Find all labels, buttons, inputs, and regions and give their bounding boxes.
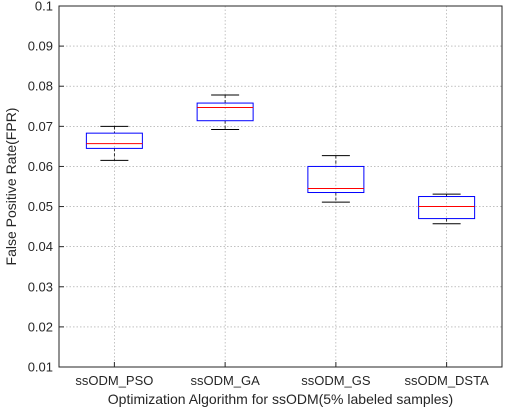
x-tick-label: ssODM_PSO xyxy=(75,373,153,388)
y-tick-label: 0.06 xyxy=(28,159,53,174)
x-tick-label: ssODM_GS xyxy=(301,373,371,388)
y-tick-label: 0.07 xyxy=(28,119,53,134)
y-tick-label: 0.1 xyxy=(35,0,53,14)
box-iqr xyxy=(307,165,365,194)
box-ssODM_GA xyxy=(196,94,254,131)
x-tick-label: ssODM_GA xyxy=(190,373,260,388)
x-axis-ticks: ssODM_PSO ssODM_GA ssODM_GS ssODM_DSTA xyxy=(75,362,489,388)
y-axis-title: False Positive Rate(FPR) xyxy=(3,108,19,266)
box-iqr xyxy=(85,132,143,149)
y-tick-label: 0.03 xyxy=(28,279,53,294)
y-tick-label: 0.09 xyxy=(28,39,53,54)
x-tick-label: ssODM_DSTA xyxy=(404,373,489,388)
y-axis-ticks: 0.01 0.02 0.03 0.04 0.05 0.06 0.07 0.08 0.09 0.1 xyxy=(28,0,64,375)
plot-area-frame xyxy=(58,5,503,368)
y-tick-label: 0.02 xyxy=(28,319,53,334)
box-series xyxy=(85,94,476,225)
box-iqr xyxy=(196,102,254,122)
box-ssODM_DSTA xyxy=(418,193,476,225)
box-ssODM_GS xyxy=(307,155,365,203)
y-tick-label: 0.04 xyxy=(28,239,53,254)
y-tick-label: 0.01 xyxy=(28,360,53,375)
x-axis-title: Optimization Algorithm for ssODM(5% labe… xyxy=(108,391,453,407)
y-tick-label: 0.08 xyxy=(28,79,53,94)
box-iqr xyxy=(418,196,476,220)
y-tick-label: 0.05 xyxy=(28,199,53,214)
box-ssODM_PSO xyxy=(85,125,143,161)
